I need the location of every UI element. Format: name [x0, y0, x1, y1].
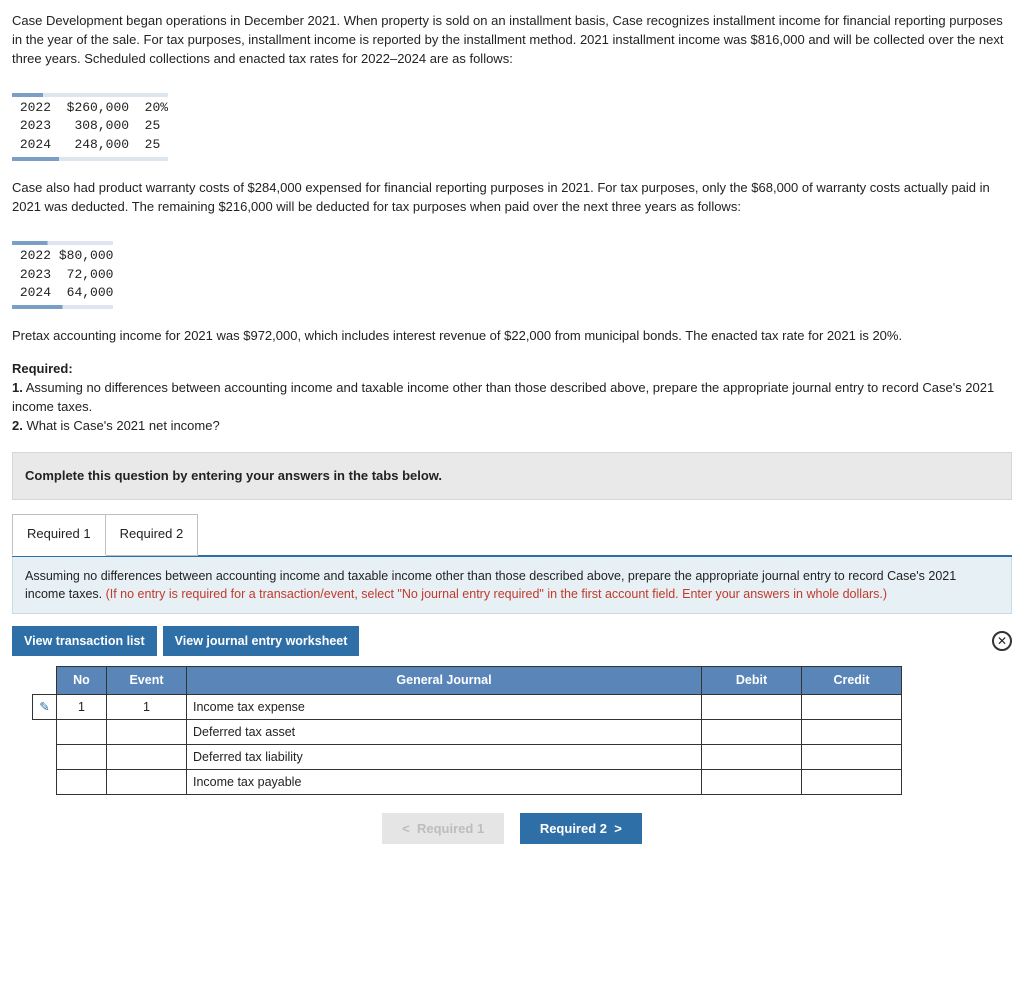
- requirement-1: 1. 1. Assuming no differences between ac…: [12, 379, 1012, 417]
- col-header-debit: Debit: [702, 667, 802, 694]
- cell-no[interactable]: [57, 769, 107, 794]
- chevron-left-icon: <: [402, 821, 410, 836]
- journal-entry-table: No Event General Journal Debit Credit ✎ …: [32, 666, 902, 795]
- cell-account[interactable]: Deferred tax liability: [187, 744, 702, 769]
- cell-debit[interactable]: [702, 694, 802, 719]
- table-row: Deferred tax liability: [33, 744, 902, 769]
- next-required-button[interactable]: Required 2 >: [520, 813, 642, 844]
- instruction-banner: Complete this question by entering your …: [12, 452, 1012, 501]
- chevron-right-icon: >: [614, 821, 622, 836]
- cell-account[interactable]: Deferred tax asset: [187, 719, 702, 744]
- cell-credit[interactable]: [802, 744, 902, 769]
- col-header-no: No: [57, 667, 107, 694]
- col-header-credit: Credit: [802, 667, 902, 694]
- cell-account[interactable]: Income tax payable: [187, 769, 702, 794]
- problem-paragraph-3: Pretax accounting income for 2021 was $9…: [12, 327, 1012, 346]
- view-journal-entry-worksheet-button[interactable]: View journal entry worksheet: [163, 626, 360, 656]
- col-header-event: Event: [107, 667, 187, 694]
- col-header-general-journal: General Journal: [187, 667, 702, 694]
- cell-no[interactable]: [57, 719, 107, 744]
- cell-debit[interactable]: [702, 769, 802, 794]
- problem-paragraph-1: Case Development began operations in Dec…: [12, 12, 1012, 69]
- tabs: Required 1 Required 2: [12, 514, 1012, 556]
- cell-credit[interactable]: [802, 769, 902, 794]
- cell-event[interactable]: [107, 744, 187, 769]
- close-icon[interactable]: ✕: [992, 631, 1012, 651]
- tab-instruction-hint: (If no entry is required for a transacti…: [106, 587, 887, 601]
- view-transaction-list-button[interactable]: View transaction list: [12, 626, 157, 656]
- cell-credit[interactable]: [802, 719, 902, 744]
- collections-table: 2022 $260,000 20% 2023 308,000 25 2024 2…: [12, 93, 168, 162]
- table-row: Deferred tax asset: [33, 719, 902, 744]
- cell-event[interactable]: 1: [107, 694, 187, 719]
- cell-credit[interactable]: [802, 694, 902, 719]
- requirement-2: 2. What is Case's 2021 net income?: [12, 417, 1012, 436]
- problem-paragraph-2: Case also had product warranty costs of …: [12, 179, 1012, 217]
- edit-row-button[interactable]: ✎: [33, 694, 57, 719]
- pencil-icon: ✎: [39, 700, 49, 714]
- warranty-table: 2022 $80,000 2023 72,000 2024 64,000: [12, 241, 113, 310]
- tab-required-1[interactable]: Required 1: [12, 514, 106, 556]
- cell-event[interactable]: [107, 719, 187, 744]
- table-row: ✎ 1 1 Income tax expense: [33, 694, 902, 719]
- tab-body: Assuming no differences between accounti…: [12, 557, 1012, 614]
- tab-required-2[interactable]: Required 2: [105, 514, 199, 556]
- prev-required-button[interactable]: < Required 1: [382, 813, 504, 844]
- required-heading: Required:: [12, 360, 1012, 379]
- cell-debit[interactable]: [702, 744, 802, 769]
- cell-debit[interactable]: [702, 719, 802, 744]
- cell-no[interactable]: [57, 744, 107, 769]
- cell-account[interactable]: Income tax expense: [187, 694, 702, 719]
- table-row: Income tax payable: [33, 769, 902, 794]
- cell-event[interactable]: [107, 769, 187, 794]
- cell-no[interactable]: 1: [57, 694, 107, 719]
